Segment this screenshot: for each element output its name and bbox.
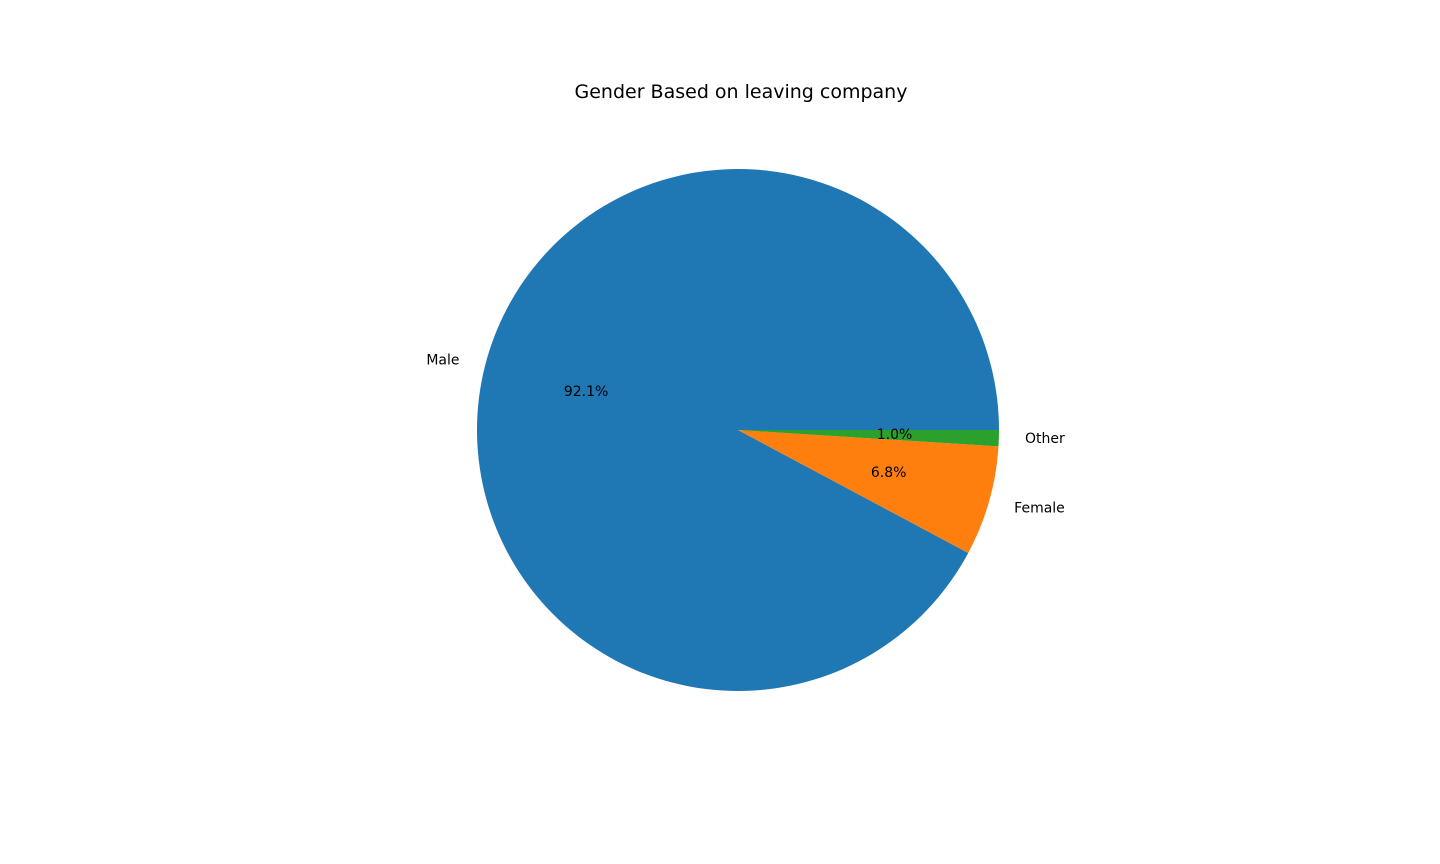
- pie-labels: 92.1% Male 6.8% Female 1.0% Other: [426, 352, 1065, 516]
- pie-slice-female: [738, 430, 999, 553]
- pie-slice-male: [477, 168, 1000, 691]
- slice-label-male: Male: [426, 352, 459, 368]
- slice-label-other: Other: [1025, 431, 1065, 447]
- pie-slices: [477, 168, 1000, 691]
- chart-title: Gender Based on leaving company: [575, 81, 908, 103]
- pct-label-female: 6.8%: [871, 465, 907, 481]
- pct-label-male: 92.1%: [564, 384, 608, 400]
- pie-slice-other: [738, 430, 999, 447]
- pct-label-other: 1.0%: [877, 427, 913, 443]
- slice-label-female: Female: [1014, 500, 1065, 516]
